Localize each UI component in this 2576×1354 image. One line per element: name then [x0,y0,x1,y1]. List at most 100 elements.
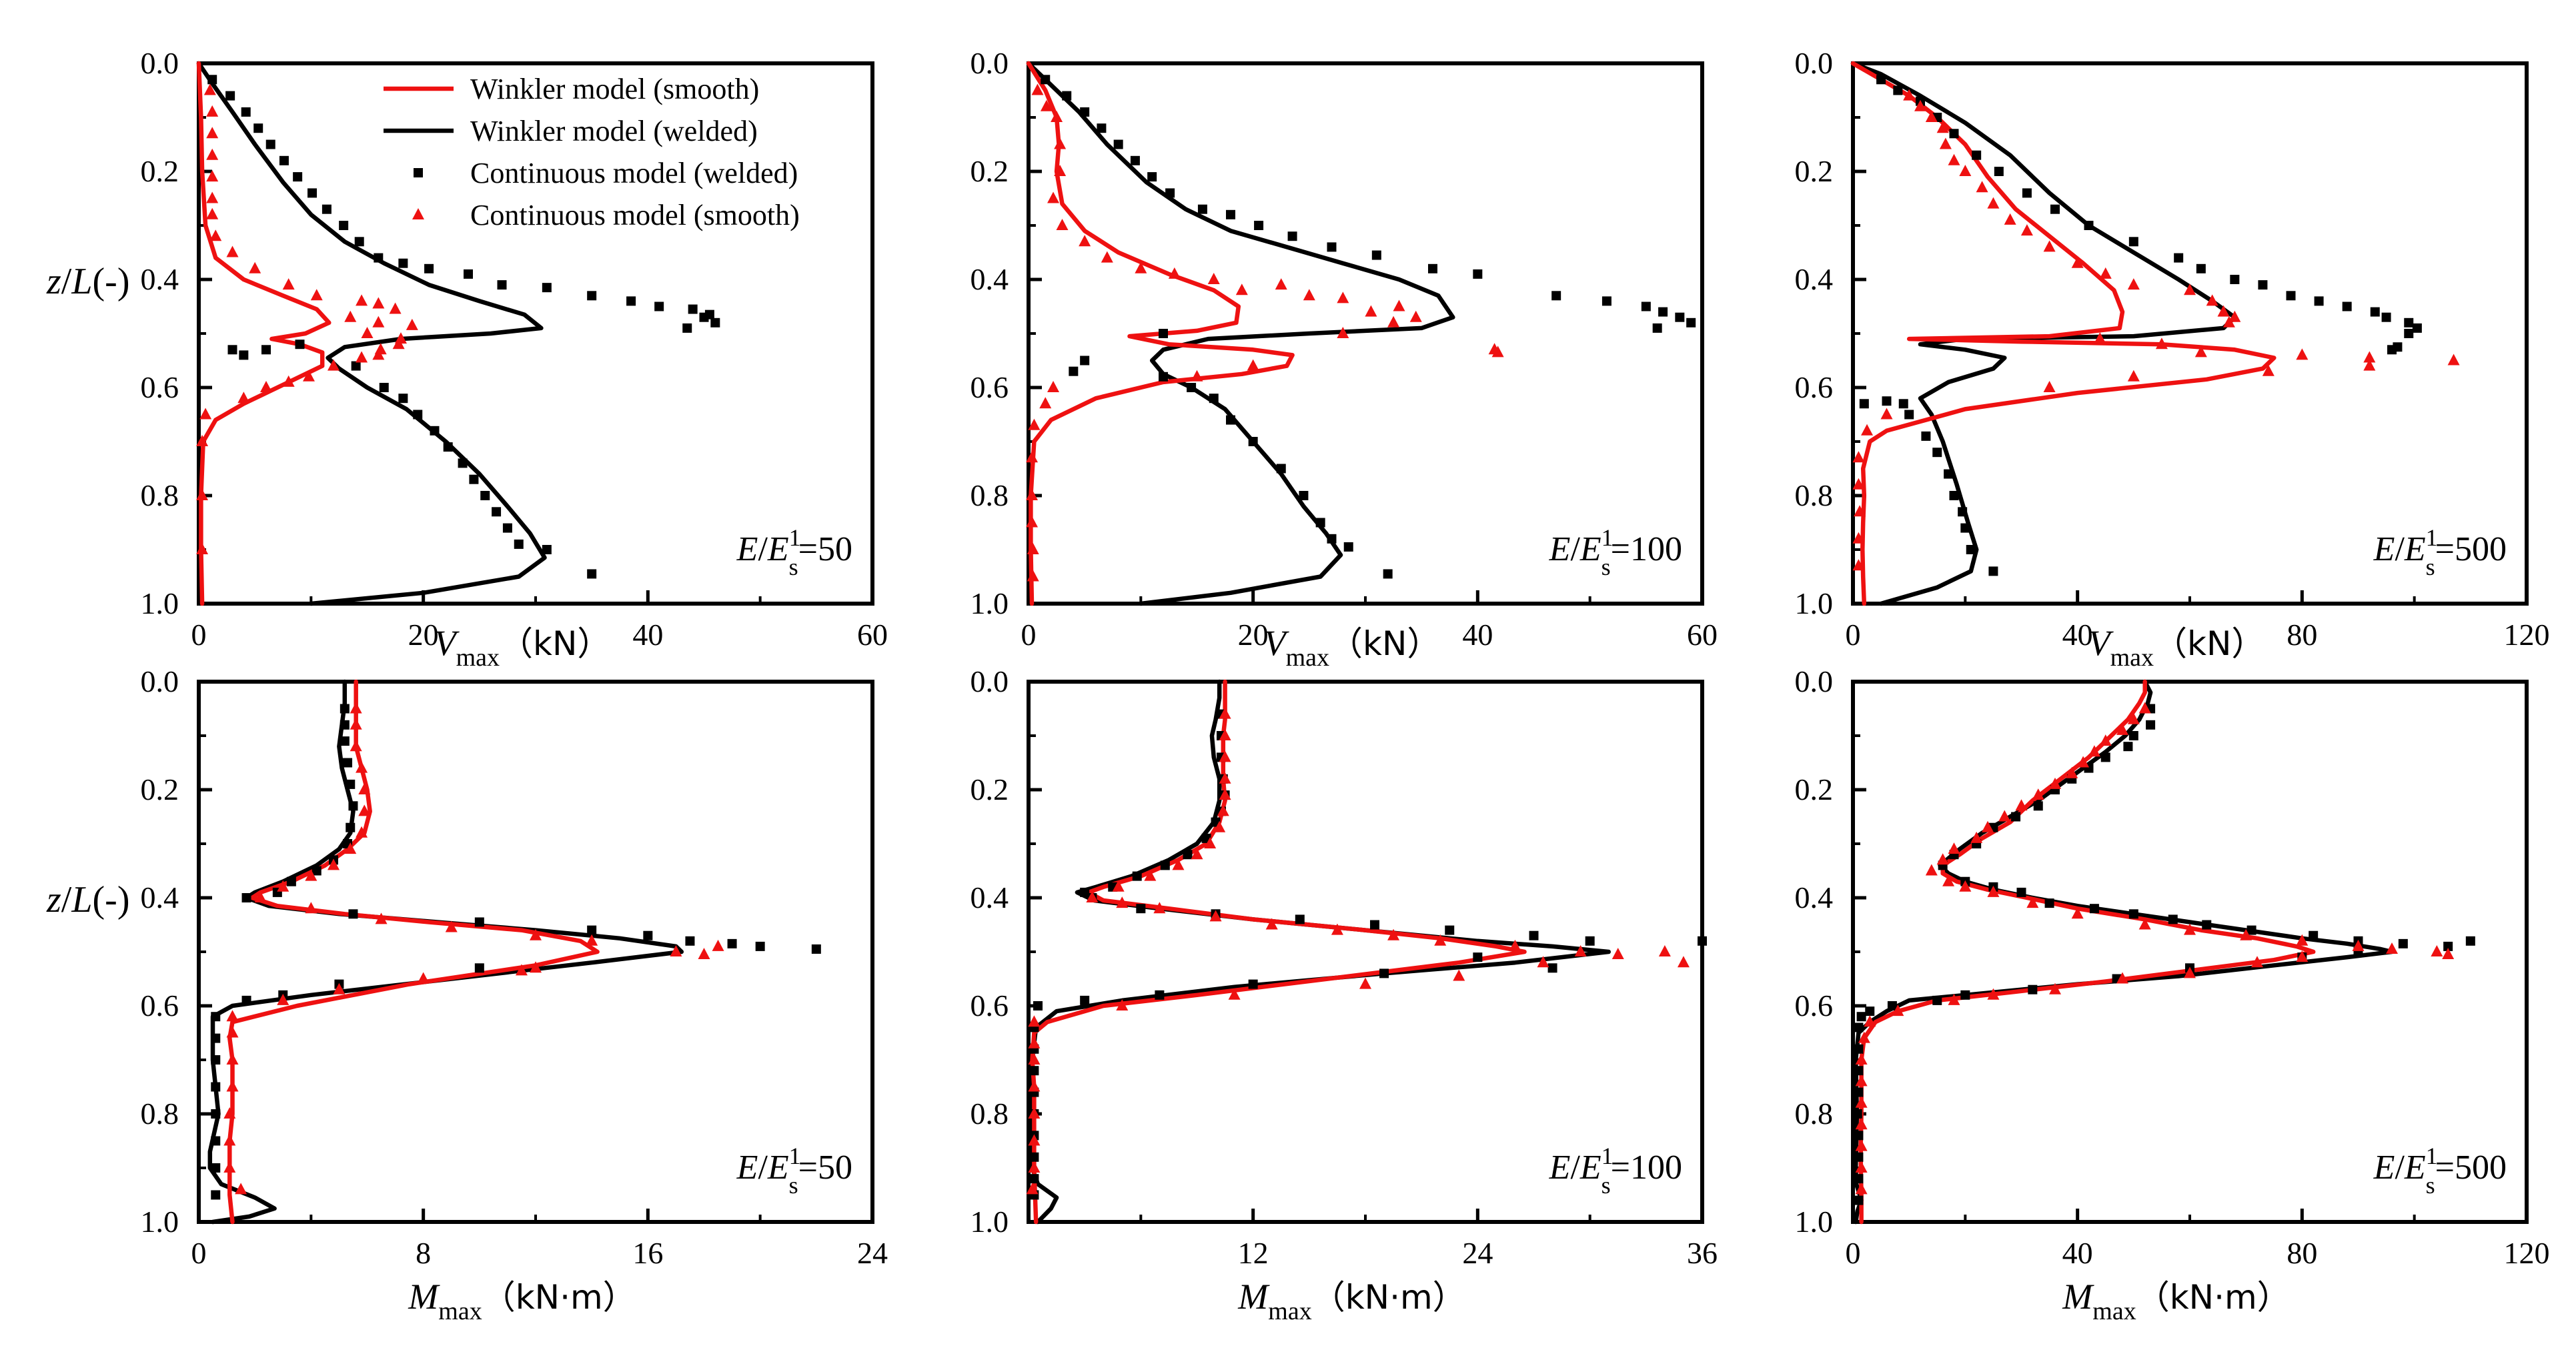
continuous-smooth-marker [1359,977,1371,989]
continuous-smooth-marker [361,327,374,338]
continuous-welded-marker [1379,968,1389,978]
continuous-smooth-marker [1204,837,1217,848]
continuous-welded-marker [2128,909,2138,919]
continuous-welded-marker [430,426,440,436]
continuous-smooth-marker [356,826,368,838]
continuous-smooth-marker [2127,712,2140,724]
continuous-smooth-marker [1337,327,1349,338]
continuous-smooth-marker [249,261,261,273]
continuous-smooth-marker [1051,111,1063,122]
continuous-smooth-marker [1153,902,1166,914]
x-tick-label: 40 [2062,618,2093,652]
continuous-welded-marker [2011,812,2021,822]
continuous-smooth-marker [1855,1118,1868,1130]
continuous-welded-marker [1132,871,1142,881]
continuous-smooth-marker [277,880,289,892]
winkler-smooth-line [196,61,332,606]
continuous-smooth-marker [1026,489,1039,500]
continuous-welded-marker [1854,1174,1864,1184]
continuous-smooth-marker [1027,543,1039,554]
continuous-welded-marker [311,866,321,876]
ratio-annotation: E/E1 s=50 [736,524,852,580]
continuous-smooth-marker [2217,305,2230,317]
continuous-smooth-marker [2240,928,2252,940]
continuous-welded-marker [1529,930,1539,940]
continuous-smooth-marker [1852,559,1865,571]
continuous-smooth-marker [389,302,402,314]
x-tick-label: 8 [416,1236,431,1270]
continuous-welded-marker [1854,1023,1864,1033]
continuous-smooth-marker [358,783,371,794]
continuous-welded-marker [2202,920,2212,930]
continuous-smooth-marker [1948,153,1960,165]
continuous-smooth-marker [196,489,209,500]
continuous-welded-marker [2016,887,2026,897]
y-tick-label: 0.6 [141,370,179,404]
continuous-smooth-marker [2251,956,2263,968]
continuous-smooth-marker [1387,315,1400,327]
continuous-welded-marker [2370,307,2380,317]
continuous-welded-marker [1904,410,1914,420]
continuous-smooth-marker [1892,1004,1904,1017]
y-tick-label: 0.8 [1795,478,1834,512]
panel-V-100: 0.0 0.2 0.4 0.6 0.8 1.0 0 20 40 60 E/E1 s=100 Vmax（k… [971,46,1718,672]
continuous-smooth-marker [1219,772,1231,784]
continuous-smooth-marker [2071,907,2084,919]
continuous-welded-marker [286,876,296,886]
x-tick-label: 0 [191,1236,207,1270]
continuous-welded-marker [346,779,356,789]
continuous-smooth-marker [310,289,323,301]
continuous-smooth-marker [1858,1031,1870,1043]
panel-M-500: 0.0 0.2 0.4 0.6 0.8 1.0 0 40 80 120 E/E1 s=500 Mmax（… [1795,664,2550,1325]
continuous-welded-marker [1209,394,1219,404]
continuous-welded-marker [1183,850,1193,860]
continuous-welded-marker [492,507,502,517]
continuous-smooth-marker [2184,966,2196,978]
continuous-smooth-marker [1213,820,1226,832]
continuous-welded-marker [1383,569,1393,579]
continuous-smooth-marker [1303,289,1315,301]
continuous-welded-marker [1887,1001,1897,1010]
continuous-smooth-marker [2363,351,2376,363]
continuous-welded-marker [1159,372,1168,382]
continuous-welded-marker [340,704,350,714]
continuous-smooth-marker [254,891,267,902]
continuous-smooth-marker [1387,928,1400,940]
continuous-smooth-marker [1987,885,2000,897]
continuous-smooth-marker [2099,267,2112,279]
continuous-welded-marker [654,301,664,311]
continuous-welded-marker [2230,275,2240,284]
continuous-smooth-marker [530,961,542,973]
continuous-smooth-marker [226,1026,239,1038]
continuous-welded-marker [474,917,484,927]
continuous-smooth-marker [1028,1107,1041,1119]
continuous-welded-marker [1287,231,1297,241]
continuous-welded-marker [458,458,468,468]
continuous-smooth-marker [1987,988,2000,1000]
x-tick-label: 120 [2504,618,2550,652]
panel-M-100: 0.0 0.2 0.4 0.6 0.8 1.0 12 24 36 E/E1 s=100 Mmax（kN… [971,664,1718,1325]
continuous-smooth-marker [1453,969,1465,981]
y-tick-label: 0.6 [971,988,1009,1023]
continuous-welded-marker [225,91,235,101]
continuous-smooth-marker [670,945,682,956]
continuous-smooth-marker [1028,1134,1041,1146]
continuous-welded-marker [2404,329,2414,338]
winkler-smooth-line [1850,61,2277,606]
m-axis-label: Mmax（kN·m） [1237,1277,1465,1325]
continuous-smooth-marker [2184,283,2196,295]
x-tick-label: 120 [2504,1236,2550,1270]
continuous-welded-marker [1856,1012,1866,1022]
continuous-smooth-marker [2099,734,2112,746]
continuous-welded-marker [2033,801,2043,811]
continuous-smooth-marker [1086,891,1099,902]
continuous-welded-marker [1641,301,1651,311]
continuous-smooth-marker [1219,729,1231,740]
continuous-smooth-marker [372,348,385,360]
y-tick-label: 1.0 [971,586,1009,620]
winkler-welded-line [1850,61,2237,606]
continuous-welded-marker [2128,237,2138,247]
continuous-smooth-marker [2431,945,2443,956]
continuous-welded-marker [514,539,524,549]
